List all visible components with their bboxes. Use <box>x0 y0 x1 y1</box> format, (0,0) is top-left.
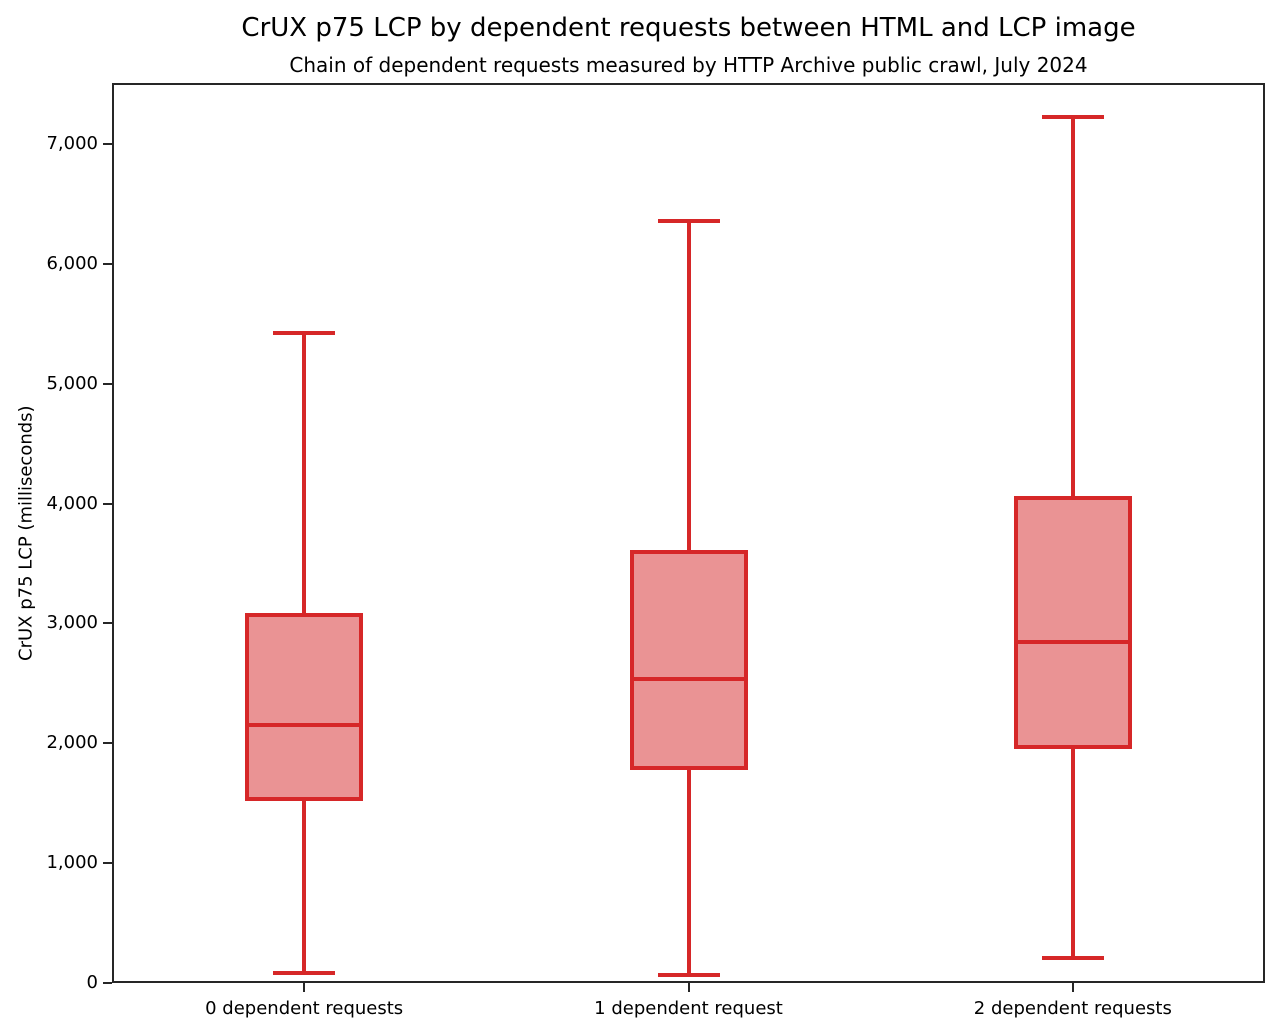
x-tick <box>687 983 690 992</box>
upper-whisker-line <box>302 332 307 613</box>
upper-whisker-line <box>1070 117 1075 496</box>
x-tick-label: 1 dependent request <box>594 998 783 1019</box>
y-tick <box>103 862 112 865</box>
y-tick-label: 1,000 <box>46 852 98 874</box>
iqr-box <box>245 612 364 802</box>
iqr-box <box>1013 495 1132 750</box>
chart-subtitle: Chain of dependent requests measured by … <box>289 53 1088 77</box>
lower-whisker-cap <box>657 973 720 978</box>
x-tick-label: 2 dependent requests <box>973 998 1172 1019</box>
y-tick <box>103 502 112 505</box>
upper-whisker-line <box>686 221 691 551</box>
lower-whisker-line <box>686 769 691 976</box>
y-tick-label: 7,000 <box>46 133 98 155</box>
upper-whisker-cap <box>1041 115 1104 120</box>
x-tick <box>1071 983 1074 992</box>
x-tick <box>303 983 306 992</box>
y-tick <box>103 982 112 984</box>
median-line <box>245 723 364 728</box>
y-tick-label: 0 <box>86 972 98 993</box>
y-tick <box>103 262 112 265</box>
y-tick-label: 3,000 <box>46 612 98 634</box>
lower-whisker-line <box>302 801 307 974</box>
iqr-box <box>629 550 748 770</box>
median-line <box>1013 640 1132 645</box>
y-tick <box>103 382 112 385</box>
y-tick-label: 4,000 <box>46 492 98 514</box>
y-axis-label: CrUX p75 LCP (milliseconds) <box>15 405 37 661</box>
y-tick <box>103 143 112 146</box>
lower-whisker-cap <box>1041 956 1104 961</box>
lower-whisker-cap <box>273 971 336 976</box>
upper-whisker-cap <box>657 219 720 224</box>
y-tick-label: 2,000 <box>46 732 98 754</box>
y-tick-label: 6,000 <box>46 252 98 274</box>
chart-title: CrUX p75 LCP by dependent requests betwe… <box>241 13 1136 43</box>
upper-whisker-cap <box>273 330 336 335</box>
median-line <box>629 676 748 681</box>
x-tick-label: 0 dependent requests <box>205 998 404 1019</box>
y-tick-label: 5,000 <box>46 372 98 394</box>
y-tick <box>103 742 112 745</box>
y-tick <box>103 622 112 625</box>
lower-whisker-line <box>1070 749 1075 959</box>
